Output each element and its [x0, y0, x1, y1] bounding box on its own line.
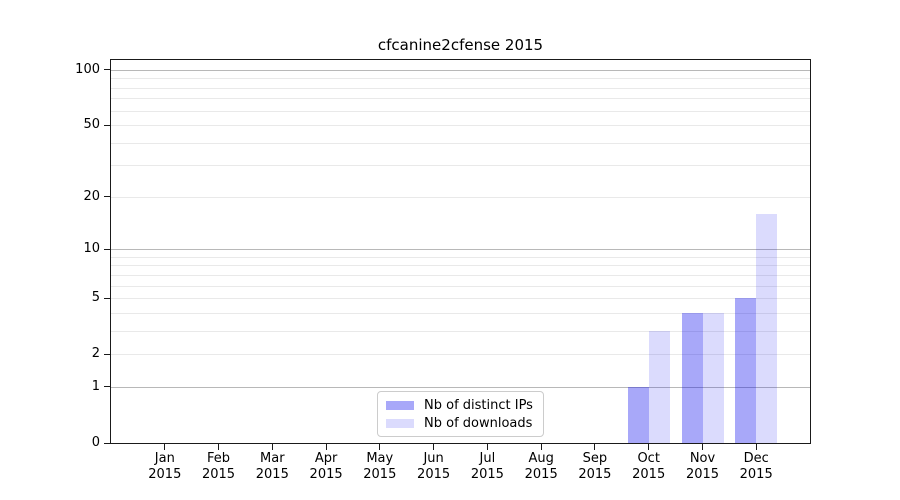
x-tick-label-year: 2015 [148, 467, 182, 482]
x-tick-label: Dec 2015 [724, 451, 788, 483]
minor-gridline [111, 125, 810, 126]
y-tick-label: 100 [75, 61, 100, 77]
legend: Nb of distinct IPs Nb of downloads [377, 391, 544, 437]
x-tick [218, 444, 219, 450]
y-tick [104, 124, 110, 126]
y-tick-label: 20 [83, 188, 100, 204]
minor-gridline [111, 274, 810, 276]
x-tick [755, 444, 757, 450]
x-tick-label: Mar 2015 [240, 451, 304, 483]
x-tick-label-month: Mar [260, 451, 285, 466]
chart-title: cfcanine2cfense 2015 [377, 36, 544, 54]
minor-gridline [111, 196, 810, 198]
minor-gridline [111, 265, 810, 267]
x-tick [540, 444, 542, 450]
x-tick-label-year: 2015 [201, 467, 236, 482]
x-tick [433, 444, 435, 450]
legend-swatch-distinct-ips [386, 400, 414, 410]
x-tick-label-year: 2015 [255, 467, 289, 482]
x-tick-label-month: Dec [743, 451, 769, 466]
x-tick-label-year: 2015 [363, 467, 397, 482]
x-tick-label-month: Nov [689, 451, 716, 466]
bar-downloads [648, 330, 670, 443]
x-tick-label-month: Jan [154, 451, 175, 466]
y-tick [104, 248, 110, 250]
x-tick-label: Apr 2015 [294, 451, 358, 483]
x-tick [648, 444, 650, 450]
bar-distinct-ips [627, 386, 649, 443]
x-tick-label-month: Sep [582, 451, 608, 466]
minor-gridline [111, 78, 810, 80]
y-tick [104, 442, 110, 444]
x-tick-label-year: 2015 [578, 467, 612, 482]
bar-downloads [702, 312, 724, 443]
x-tick-label: Nov 2015 [671, 451, 735, 483]
minor-gridline [111, 285, 810, 287]
x-tick-label-month: Feb [206, 451, 231, 466]
x-tick-label-year: 2015 [632, 467, 666, 482]
x-tick-label-year: 2015 [309, 467, 343, 482]
y-tick-label: 50 [83, 117, 100, 132]
x-tick-label: May 2015 [348, 451, 412, 483]
y-tick [104, 69, 110, 71]
y-tick [104, 386, 110, 388]
bar-downloads [756, 213, 778, 443]
x-tick-label-month: May [366, 451, 394, 466]
x-tick-label-year: 2015 [739, 467, 773, 482]
major-gridline [111, 386, 810, 388]
y-tick-label: 5 [91, 290, 100, 306]
legend-entry-downloads: Nb of downloads [386, 416, 535, 431]
legend-label-downloads: Nb of downloads [424, 415, 533, 431]
bar-distinct-ips [735, 298, 757, 443]
legend-swatch-downloads [386, 418, 414, 428]
minor-gridline [111, 110, 810, 112]
plot-area [110, 59, 811, 444]
legend-entry-distinct-ips: Nb of distinct IPs [386, 398, 535, 413]
bar-distinct-ips [681, 312, 703, 443]
y-tick-label: 10 [83, 241, 100, 257]
minor-gridline [111, 256, 810, 258]
y-tick-label: 0 [91, 435, 100, 450]
major-gridline [111, 69, 810, 71]
y-tick [104, 353, 110, 355]
x-tick-label-year: 2015 [417, 467, 451, 482]
x-tick-label-month: Apr [314, 451, 338, 466]
y-tick-label: 2 [91, 346, 100, 362]
minor-gridline [111, 298, 810, 300]
x-tick [325, 444, 327, 450]
x-tick-label-month: Jun [423, 451, 444, 466]
x-tick-label: Sep 2015 [563, 451, 627, 483]
minor-gridline [111, 98, 810, 100]
x-tick-label-month: Aug [528, 451, 554, 466]
minor-gridline [111, 330, 810, 332]
x-tick [379, 444, 381, 450]
minor-gridline [111, 354, 810, 356]
y-tick-label: 1 [91, 378, 100, 394]
x-tick-label-year: 2015 [685, 467, 720, 482]
major-gridline [111, 249, 810, 251]
x-tick [594, 444, 596, 450]
x-tick-label-year: 2015 [470, 467, 504, 482]
y-tick [104, 196, 110, 198]
y-tick [104, 297, 110, 299]
x-tick-label: Jan 2015 [133, 451, 197, 483]
x-tick-label: Oct 2015 [617, 451, 681, 483]
x-tick-label: Jul 2015 [455, 451, 519, 483]
legend-label-distinct-ips: Nb of distinct IPs [424, 397, 533, 413]
minor-gridline [111, 165, 810, 167]
minor-gridline [111, 312, 810, 314]
x-tick [271, 444, 273, 450]
minor-gridline [111, 87, 810, 89]
x-tick-label-month: Oct [637, 451, 660, 466]
x-tick-label: Jun 2015 [402, 451, 466, 483]
x-tick-label: Aug 2015 [509, 451, 573, 483]
minor-gridline [111, 142, 810, 144]
x-tick-label: Feb 2015 [187, 451, 251, 483]
x-tick [702, 444, 703, 450]
x-tick-label-month: Jul [479, 451, 496, 466]
x-tick [164, 444, 166, 450]
x-tick-label-year: 2015 [524, 467, 558, 482]
x-tick [486, 444, 488, 450]
